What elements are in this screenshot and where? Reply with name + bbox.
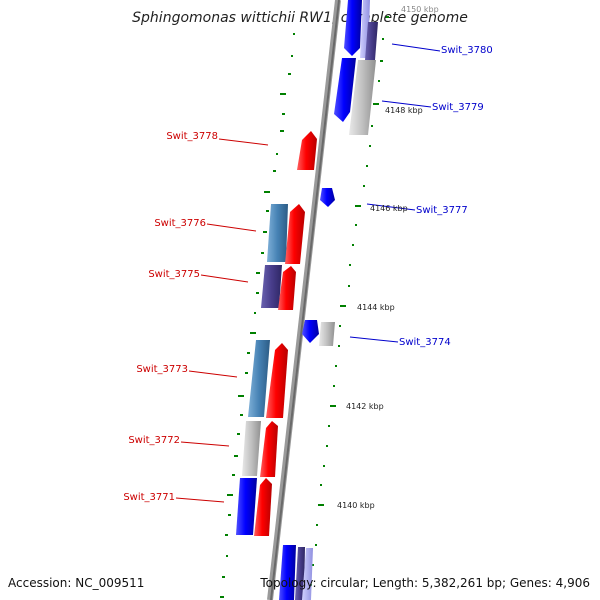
genome-backbone-shade [270,0,340,600]
label-swit-3780[interactable]: Swit_3780 [441,45,493,56]
gene-labels: Swit_3778 Swit_3776 Swit_3775 Swit_3773 … [123,45,492,503]
label-swit-3771[interactable]: Swit_3771 [123,492,175,503]
label-swit-3779[interactable]: Swit_3779 [432,102,484,113]
gene-swit-3773[interactable] [248,340,288,418]
gene-swit-3779[interactable] [334,58,376,135]
gc-content-ticks [220,16,389,598]
gene-bottom-cluster[interactable] [279,545,313,600]
map-title: Sphingomonas wittichii RW1, complete gen… [132,10,468,26]
gene-swit-3777[interactable] [320,188,335,207]
label-swit-3777[interactable]: Swit_3777 [416,205,468,216]
gene-swit-3774[interactable] [302,320,335,346]
label-swit-3774[interactable]: Swit_3774 [399,337,451,348]
gene-swit-3772[interactable] [242,421,278,477]
scale-label-4150: 4150 kbp [401,5,439,14]
accession-label: Accession: NC_009511 [8,576,145,590]
scale-labels: 4150 kbp 4148 kbp 4146 kbp 4144 kbp 4142… [337,5,439,510]
gene-swit-3775[interactable] [261,265,296,310]
gene-swit-3778[interactable] [297,131,317,170]
label-swit-3775[interactable]: Swit_3775 [148,269,200,280]
label-swit-3778[interactable]: Swit_3778 [166,131,218,142]
label-swit-3772[interactable]: Swit_3772 [128,435,180,446]
label-swit-3773[interactable]: Swit_3773 [136,364,188,375]
gene-swit-3771[interactable] [236,478,272,536]
label-swit-3776[interactable]: Swit_3776 [154,218,206,229]
scale-label-4142: 4142 kbp [346,402,384,411]
scale-label-4148: 4148 kbp [385,106,423,115]
label-leaders [175,43,441,503]
gene-swit-3776[interactable] [267,204,305,264]
scale-label-4140: 4140 kbp [337,501,375,510]
gene-swit-3780[interactable] [344,0,378,60]
genome-summary: Topology: circular; Length: 5,382,261 bp… [260,576,590,590]
scale-label-4146: 4146 kbp [370,204,408,213]
scale-label-4144: 4144 kbp [357,303,395,312]
